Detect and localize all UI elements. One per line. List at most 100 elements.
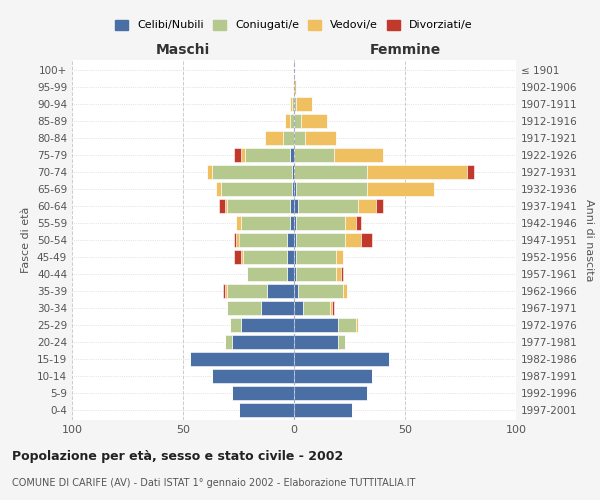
Bar	[361, 233, 372, 247]
Bar	[208, 165, 212, 179]
Bar	[290, 148, 294, 162]
Bar	[218, 199, 225, 213]
Bar	[292, 97, 294, 111]
Bar	[290, 199, 294, 213]
Bar	[301, 114, 328, 128]
Bar	[227, 199, 290, 213]
Bar	[241, 250, 243, 264]
Bar	[345, 233, 361, 247]
Bar	[294, 97, 296, 111]
Bar	[247, 267, 287, 281]
Bar	[241, 318, 294, 332]
Bar	[294, 250, 296, 264]
Bar	[296, 97, 312, 111]
Bar	[338, 318, 356, 332]
Bar	[232, 335, 294, 349]
Bar	[332, 301, 334, 315]
Bar	[265, 131, 283, 145]
Bar	[298, 284, 343, 298]
Bar	[225, 335, 232, 349]
Bar	[241, 216, 290, 230]
Bar	[239, 403, 294, 417]
Bar	[227, 301, 260, 315]
Y-axis label: Fasce di età: Fasce di età	[22, 207, 31, 273]
Bar	[212, 369, 294, 383]
Bar	[296, 267, 336, 281]
Bar	[236, 216, 241, 230]
Bar	[290, 114, 294, 128]
Text: COMUNE DI CARIFE (AV) - Dati ISTAT 1° gennaio 2002 - Elaborazione TUTTITALIA.IT: COMUNE DI CARIFE (AV) - Dati ISTAT 1° ge…	[12, 478, 415, 488]
Bar	[376, 199, 383, 213]
Bar	[287, 267, 294, 281]
Bar	[234, 233, 236, 247]
Bar	[305, 131, 336, 145]
Bar	[294, 369, 372, 383]
Bar	[294, 267, 296, 281]
Bar	[296, 182, 367, 196]
Bar	[367, 165, 467, 179]
Bar	[212, 165, 292, 179]
Bar	[223, 284, 225, 298]
Text: Femmine: Femmine	[370, 42, 440, 56]
Bar	[285, 114, 290, 128]
Bar	[367, 182, 434, 196]
Bar	[292, 165, 294, 179]
Bar	[292, 182, 294, 196]
Bar	[287, 250, 294, 264]
Bar	[294, 318, 338, 332]
Bar	[230, 318, 241, 332]
Bar	[343, 284, 347, 298]
Bar	[294, 165, 367, 179]
Bar	[296, 250, 336, 264]
Bar	[260, 301, 294, 315]
Text: Maschi: Maschi	[156, 42, 210, 56]
Bar	[234, 250, 241, 264]
Bar	[294, 301, 303, 315]
Text: Popolazione per età, sesso e stato civile - 2002: Popolazione per età, sesso e stato civil…	[12, 450, 343, 463]
Bar	[225, 284, 227, 298]
Bar	[236, 233, 239, 247]
Bar	[336, 250, 343, 264]
Bar	[283, 131, 294, 145]
Bar	[358, 199, 376, 213]
Bar	[338, 335, 345, 349]
Bar	[238, 233, 287, 247]
Bar	[294, 386, 367, 400]
Bar	[268, 284, 294, 298]
Bar	[341, 267, 343, 281]
Bar	[296, 216, 345, 230]
Bar	[294, 233, 296, 247]
Bar	[296, 233, 345, 247]
Bar	[290, 97, 292, 111]
Bar	[467, 165, 474, 179]
Y-axis label: Anni di nascita: Anni di nascita	[584, 198, 594, 281]
Bar	[294, 199, 298, 213]
Bar	[241, 148, 245, 162]
Bar	[225, 199, 227, 213]
Bar	[294, 403, 352, 417]
Bar	[190, 352, 294, 366]
Bar	[294, 216, 296, 230]
Bar	[294, 114, 301, 128]
Bar	[336, 267, 341, 281]
Legend: Celibi/Nubili, Coniugati/e, Vedovi/e, Divorziati/e: Celibi/Nubili, Coniugati/e, Vedovi/e, Di…	[111, 15, 477, 35]
Bar	[294, 131, 305, 145]
Bar	[287, 233, 294, 247]
Bar	[334, 148, 383, 162]
Bar	[245, 148, 290, 162]
Bar	[294, 148, 334, 162]
Bar	[298, 199, 358, 213]
Bar	[290, 216, 294, 230]
Bar	[294, 335, 338, 349]
Bar	[294, 284, 298, 298]
Bar	[356, 318, 358, 332]
Bar	[243, 250, 287, 264]
Bar	[294, 182, 296, 196]
Bar	[221, 182, 292, 196]
Bar	[227, 284, 268, 298]
Bar	[294, 80, 296, 94]
Bar	[232, 386, 294, 400]
Bar	[217, 182, 221, 196]
Bar	[345, 216, 356, 230]
Bar	[329, 301, 332, 315]
